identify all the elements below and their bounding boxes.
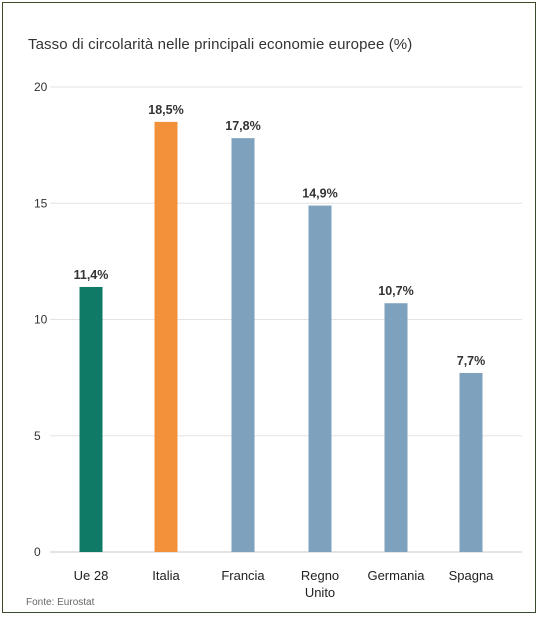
- bar: [231, 138, 255, 552]
- bar: [308, 205, 332, 552]
- bar: [459, 372, 483, 552]
- x-tick-label: Ue 28: [74, 568, 109, 583]
- x-tick-label: Italia: [152, 568, 180, 583]
- source-note: Fonte: Eurostat: [26, 597, 95, 608]
- x-tick-label: Francia: [221, 568, 265, 583]
- y-tick-label: 20: [34, 80, 48, 94]
- bar: [79, 286, 103, 552]
- bar: [384, 303, 408, 552]
- chart-title: Tasso di circolarità nelle principali ec…: [28, 36, 413, 53]
- data-label: 14,9%: [302, 187, 337, 201]
- data-label: 10,7%: [378, 284, 413, 298]
- x-tick-label: Unito: [305, 585, 335, 600]
- x-tick-label: Spagna: [449, 568, 495, 583]
- data-label: 7,7%: [457, 354, 486, 368]
- x-tick-label: Germania: [367, 568, 425, 583]
- data-label: 17,8%: [225, 119, 260, 133]
- y-tick-label: 15: [34, 196, 48, 210]
- y-tick-label: 10: [34, 313, 48, 327]
- bar: [154, 121, 178, 552]
- y-tick-label: 0: [34, 545, 41, 559]
- data-label: 18,5%: [148, 103, 183, 117]
- y-tick-label: 5: [34, 429, 41, 443]
- x-tick-label: Regno: [301, 568, 339, 583]
- data-label: 11,4%: [74, 268, 109, 282]
